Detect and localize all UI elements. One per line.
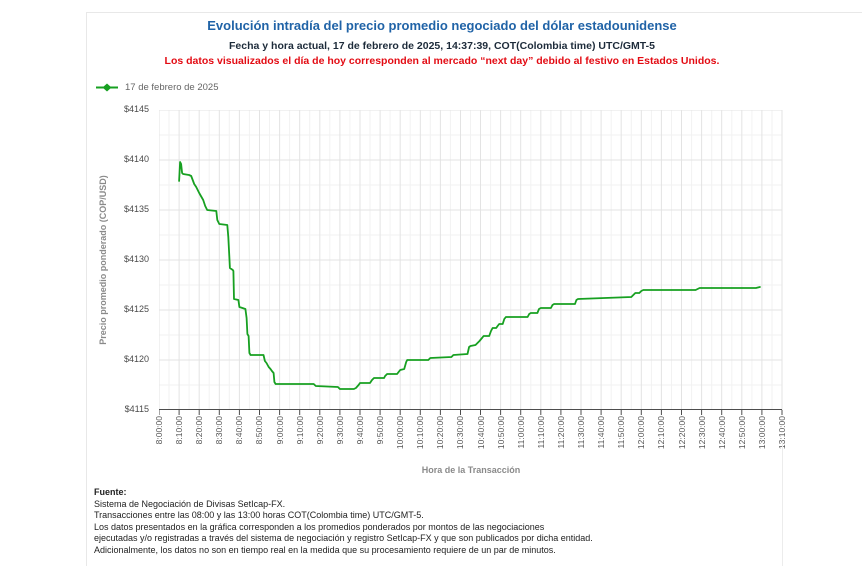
x-axis-tick-label: 10:40:00 <box>475 416 486 450</box>
footer-line: ejecutadas y/o registradas a través del … <box>94 533 593 543</box>
chart-header: Evolución intradía del precio promedio n… <box>87 18 797 68</box>
x-axis-tick-label: 11:10:00 <box>535 416 546 449</box>
source-label: Fuente: <box>94 487 127 497</box>
y-axis-tick-label: $4115 <box>124 404 149 414</box>
x-axis-tick-label: 8:30:00 <box>214 416 225 445</box>
x-axis-tick-label: 10:00:00 <box>395 416 406 450</box>
x-axis-tick-label: 8:10:00 <box>174 416 185 445</box>
chart-panel: Evolución intradía del precio promedio n… <box>86 12 862 566</box>
x-axis-tick-label: 9:10:00 <box>294 416 305 445</box>
footer-line: Adicionalmente, los datos no son en tiem… <box>94 544 556 555</box>
x-axis-tick-label: 11:30:00 <box>576 416 587 449</box>
y-axis-tick-label: $4135 <box>123 204 149 214</box>
footer-line: Transacciones entre las 08:00 y las 13:0… <box>94 510 424 520</box>
x-axis-tick-label: 8:00:00 <box>154 416 164 445</box>
x-axis-tick-label: 12:30:00 <box>696 416 707 450</box>
legend-label: 17 de febrero de 2025 <box>125 82 219 93</box>
x-axis-tick-label: 9:50:00 <box>375 416 386 445</box>
footer-line: Sistema de Negociación de Divisas SetIca… <box>94 498 286 509</box>
y-axis-tick-label: $4130 <box>123 254 149 264</box>
x-axis-tick-label: 9:20:00 <box>314 416 325 445</box>
footer: Fuente: Sistema de Negociación de Divisa… <box>94 487 593 556</box>
x-axis-tick-label: 8:20:00 <box>194 416 205 445</box>
chart-title: Evolución intradía del precio promedio n… <box>207 18 677 33</box>
chart-subtitle: Fecha y hora actual, 17 de febrero de 20… <box>229 40 655 52</box>
x-axis-tick-label: 10:10:00 <box>415 416 426 450</box>
legend-item[interactable]: 17 de febrero de 2025 <box>95 82 219 93</box>
x-axis-tick-label: 12:40:00 <box>716 416 727 450</box>
x-axis-tick-label: 9:30:00 <box>334 416 345 445</box>
price-series-line[interactable] <box>178 161 761 390</box>
chart-plot-area[interactable] <box>159 110 783 417</box>
x-axis-tick-label: 12:00:00 <box>636 416 647 450</box>
x-axis-tick-label: 8:40:00 <box>234 416 245 445</box>
x-axis-tick-label: 11:50:00 <box>616 416 627 449</box>
y-axis-tick-label: $4140 <box>123 154 149 164</box>
y-axis-tick-label: $4120 <box>123 354 149 364</box>
y-axis-tick-label: $4145 <box>123 104 149 114</box>
x-axis-tick-label: 12:50:00 <box>736 416 747 450</box>
x-axis-tick-label: 10:20:00 <box>435 416 446 450</box>
x-axis-tick-label: 9:40:00 <box>354 416 365 445</box>
legend-marker-icon <box>96 83 118 92</box>
x-axis-tick-label: 9:00:00 <box>274 416 285 445</box>
x-axis-tick-label: 12:10:00 <box>656 416 667 450</box>
x-axis-tick-label: 10:50:00 <box>495 416 506 450</box>
y-axis-tick-label: $4125 <box>123 304 149 314</box>
x-axis-tick-label: 10:30:00 <box>455 416 466 450</box>
x-axis-tick-label: 13:00:00 <box>756 416 767 450</box>
x-axis-tick-label: 11:40:00 <box>596 416 607 449</box>
x-axis-tick-label: 12:20:00 <box>676 416 687 450</box>
holiday-warning: Los datos visualizados el día de hoy cor… <box>164 55 720 67</box>
x-axis-tick-label: 11:00:00 <box>515 416 526 449</box>
x-axis-tick-label: 8:50:00 <box>254 416 265 445</box>
x-axis-title: Hora de la Transacción <box>421 465 521 475</box>
x-axis-tick-label: 11:20:00 <box>555 416 566 449</box>
footer-line: Los datos presentados en la gráfica corr… <box>94 521 545 532</box>
vertical-divider <box>782 441 783 566</box>
